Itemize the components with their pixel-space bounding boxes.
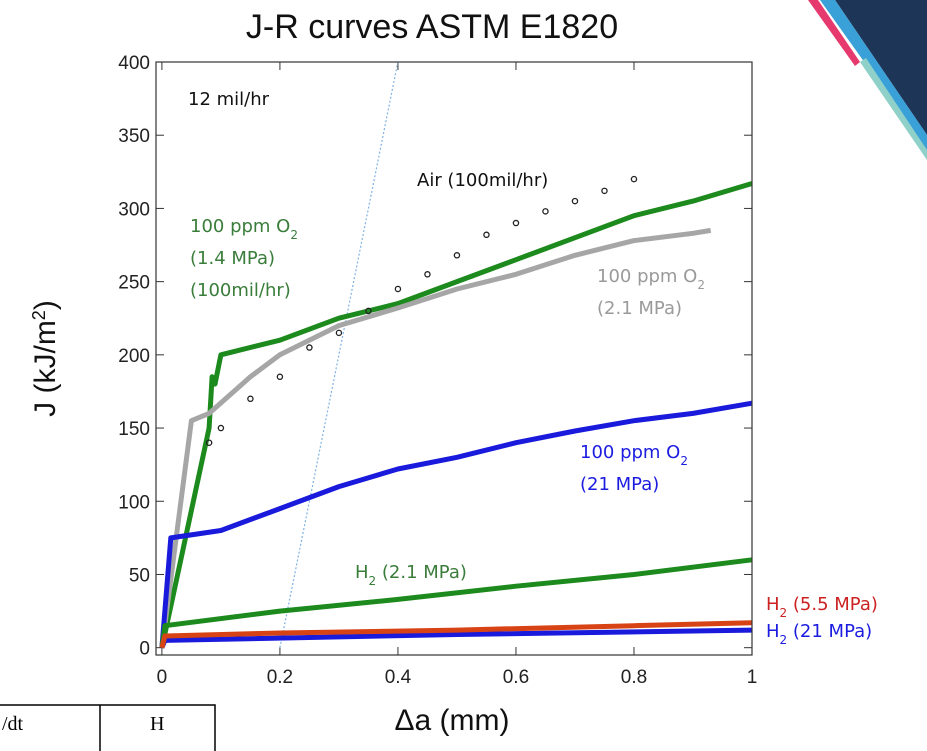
annotation: 12 mil/hr bbox=[188, 89, 270, 110]
annotation-part: 100 ppm O bbox=[580, 442, 680, 463]
y-axis-label-part: J (kJ/m bbox=[29, 320, 62, 417]
annotation-part: (1.4 MPa) bbox=[190, 248, 275, 269]
annotation: H2 (2.1 MPa) bbox=[355, 562, 467, 588]
data-point bbox=[394, 285, 402, 293]
data-line bbox=[159, 557, 753, 649]
x-tick-label: 0 bbox=[157, 667, 168, 688]
y-axis-label: J (kJ/m2) bbox=[29, 300, 62, 417]
annotation-part: (2.1 MPa) bbox=[597, 298, 682, 319]
y-tick-label: 50 bbox=[129, 565, 150, 586]
x-tick-label: 0.4 bbox=[385, 667, 412, 688]
annotation-part: 2 bbox=[780, 633, 788, 647]
data-point bbox=[205, 439, 213, 446]
chart-title: J-R curves ASTM E1820 bbox=[246, 8, 618, 46]
annotation: 100 ppm O2 bbox=[597, 266, 705, 292]
data-line bbox=[159, 400, 753, 648]
x-tick-label: 0.2 bbox=[267, 667, 293, 688]
data-line bbox=[159, 181, 753, 649]
table-fragment: /dt H bbox=[0, 704, 216, 751]
x-tick-label: 0.6 bbox=[503, 667, 529, 688]
y-tick-label: 300 bbox=[118, 199, 150, 220]
y-axis-label-part: 2 bbox=[29, 310, 49, 320]
data-point bbox=[424, 271, 431, 278]
data-point bbox=[247, 395, 254, 403]
y-axis-label-part: ) bbox=[29, 300, 62, 310]
table-border bbox=[0, 704, 216, 751]
y-tick-label: 400 bbox=[118, 53, 150, 74]
logo-stripe bbox=[808, 0, 860, 66]
logo-stripe bbox=[860, 58, 927, 160]
x-tick-label: 0.8 bbox=[621, 667, 647, 688]
data-point bbox=[512, 219, 520, 227]
data-point bbox=[335, 329, 343, 337]
annotation-part: (21 MPa) bbox=[787, 621, 872, 642]
annotation-part: 100 ppm O bbox=[190, 216, 290, 237]
annotation-part: 2 bbox=[290, 228, 298, 242]
annotation-part: H bbox=[355, 562, 369, 583]
annotation-part: Air (100mil/hr) bbox=[417, 170, 548, 191]
data-point bbox=[365, 307, 372, 315]
construction-line bbox=[279, 61, 399, 648]
data-point bbox=[276, 373, 284, 381]
annotation-part: 2 bbox=[369, 574, 377, 588]
y-tick-label: 150 bbox=[118, 419, 150, 440]
table-cell: /dt bbox=[2, 713, 24, 735]
annotation-part: H bbox=[766, 594, 780, 615]
data-point bbox=[306, 344, 313, 351]
annotation: H2 (5.5 MPa) bbox=[766, 594, 878, 620]
annotation-part: (2.1 MPa) bbox=[376, 562, 467, 583]
annotation: 100 ppm O2 bbox=[190, 216, 298, 242]
annotation-part: (21 MPa) bbox=[580, 474, 659, 495]
y-tick-label: 200 bbox=[118, 346, 150, 367]
annotation: H2 (21 MPa) bbox=[766, 621, 872, 647]
x-tick-label: 1 bbox=[747, 667, 758, 688]
annotation-part: (5.5 MPa) bbox=[787, 594, 878, 615]
annotation-part: 2 bbox=[697, 278, 705, 292]
data-point bbox=[483, 231, 490, 239]
annotation: 100 ppm O2 bbox=[580, 442, 688, 468]
data-point bbox=[601, 187, 608, 195]
annotation-part: H bbox=[766, 621, 780, 642]
data-point bbox=[453, 252, 461, 259]
data-point bbox=[217, 424, 225, 432]
y-tick-label: 250 bbox=[118, 273, 150, 294]
annotation-part: 12 mil/hr bbox=[188, 89, 270, 110]
annotation: (100mil/hr) bbox=[190, 280, 291, 301]
annotation-part: (100mil/hr) bbox=[190, 280, 291, 301]
y-tick-label: 0 bbox=[139, 639, 150, 660]
y-tick-label: 350 bbox=[118, 126, 150, 147]
annotation: (2.1 MPa) bbox=[597, 298, 682, 319]
data-line bbox=[159, 227, 712, 649]
data-point bbox=[571, 197, 579, 205]
y-tick-label: 100 bbox=[118, 492, 150, 513]
data-line bbox=[159, 620, 753, 649]
annotation: Air (100mil/hr) bbox=[417, 170, 548, 191]
annotation: (1.4 MPa) bbox=[190, 248, 275, 269]
annotation-part: 2 bbox=[680, 454, 688, 468]
annotation-part: 2 bbox=[780, 606, 788, 620]
annotation: (21 MPa) bbox=[580, 474, 659, 495]
annotation-part: 100 ppm O bbox=[597, 266, 697, 287]
data-point bbox=[630, 175, 638, 183]
data-point bbox=[542, 208, 549, 215]
logo bbox=[808, 0, 927, 160]
plot-frame bbox=[155, 61, 753, 656]
table-cell: H bbox=[150, 713, 164, 735]
x-axis-label: Δa (mm) bbox=[394, 704, 509, 737]
